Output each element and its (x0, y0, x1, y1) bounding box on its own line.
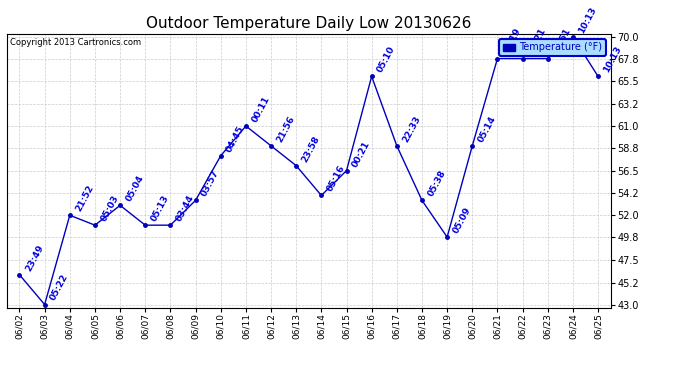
Text: 05:10: 05:10 (376, 45, 397, 74)
Text: 10:13: 10:13 (602, 45, 624, 74)
Text: 05:51: 05:51 (552, 27, 573, 56)
Text: 05:03: 05:03 (99, 194, 120, 223)
Text: Copyright 2013 Cartronics.com: Copyright 2013 Cartronics.com (10, 38, 141, 47)
Text: 22:33: 22:33 (401, 114, 422, 144)
Text: 05:09: 05:09 (451, 206, 473, 235)
Title: Outdoor Temperature Daily Low 20130626: Outdoor Temperature Daily Low 20130626 (146, 16, 471, 31)
Text: 00:21: 00:21 (351, 139, 372, 168)
Text: 10:13: 10:13 (577, 5, 598, 34)
Text: 05:16: 05:16 (326, 164, 347, 193)
Text: 05:22: 05:22 (49, 273, 70, 302)
Text: 00:11: 00:11 (250, 94, 271, 124)
Text: 05:38: 05:38 (426, 169, 448, 198)
Text: 05:13: 05:13 (150, 194, 170, 223)
Text: 03:57: 03:57 (199, 169, 221, 198)
Text: 23:49: 23:49 (23, 243, 45, 273)
Text: 05:14: 05:14 (477, 114, 498, 144)
Text: 21:52: 21:52 (74, 184, 95, 213)
Text: 04:19: 04:19 (502, 27, 523, 56)
Text: 05:04: 05:04 (124, 174, 146, 203)
Legend: Temperature (°F): Temperature (°F) (500, 39, 606, 56)
Text: 03:44: 03:44 (175, 194, 196, 223)
Text: 23:58: 23:58 (300, 134, 322, 164)
Text: 07:21: 07:21 (526, 27, 548, 56)
Text: 21:56: 21:56 (275, 114, 297, 144)
Text: 04:45: 04:45 (225, 124, 246, 154)
